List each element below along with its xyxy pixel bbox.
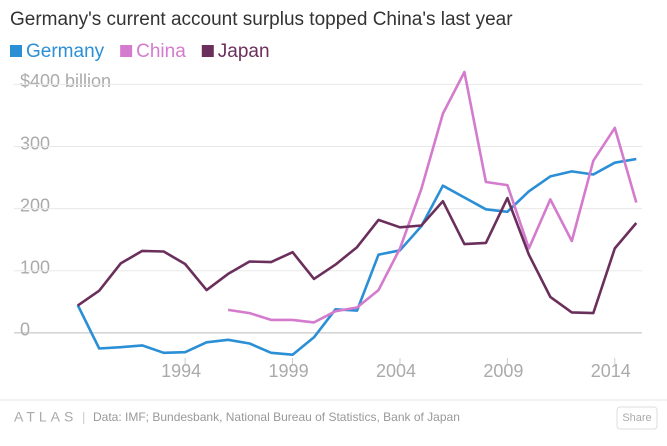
legend-swatch xyxy=(120,45,133,57)
legend-label: Japan xyxy=(218,41,270,62)
series-line xyxy=(227,70,638,324)
series-line xyxy=(76,196,638,315)
x-tick-label: 2004 xyxy=(376,361,416,381)
x-tick-label: 1994 xyxy=(161,361,201,381)
y-tick-label: 300 xyxy=(20,133,50,153)
source: Data: IMF; Bundesbank, National Bureau o… xyxy=(93,410,460,424)
y-tick-label: 200 xyxy=(20,195,50,215)
series-line xyxy=(76,157,637,356)
y-tick-label: 100 xyxy=(20,258,50,278)
share-button[interactable] xyxy=(616,406,658,430)
legend-swatch xyxy=(10,45,22,57)
chart-title: Germany's current account surplus topped… xyxy=(10,9,513,30)
share-label[interactable]: Share xyxy=(622,412,651,424)
y-tick-label: $400 billion xyxy=(20,71,111,91)
legend-label: Germany xyxy=(26,41,105,62)
legend-label: China xyxy=(136,41,186,62)
x-tick-label: 1999 xyxy=(269,361,309,381)
x-tick-label: 2014 xyxy=(591,361,631,381)
x-tick-label: 2009 xyxy=(483,361,523,381)
legend-swatch xyxy=(201,45,214,57)
legend: Germany China Japan xyxy=(10,41,270,62)
separator: | xyxy=(82,409,85,424)
y-tick-label: 0 xyxy=(20,320,30,340)
logo: ATLAS xyxy=(14,409,77,425)
